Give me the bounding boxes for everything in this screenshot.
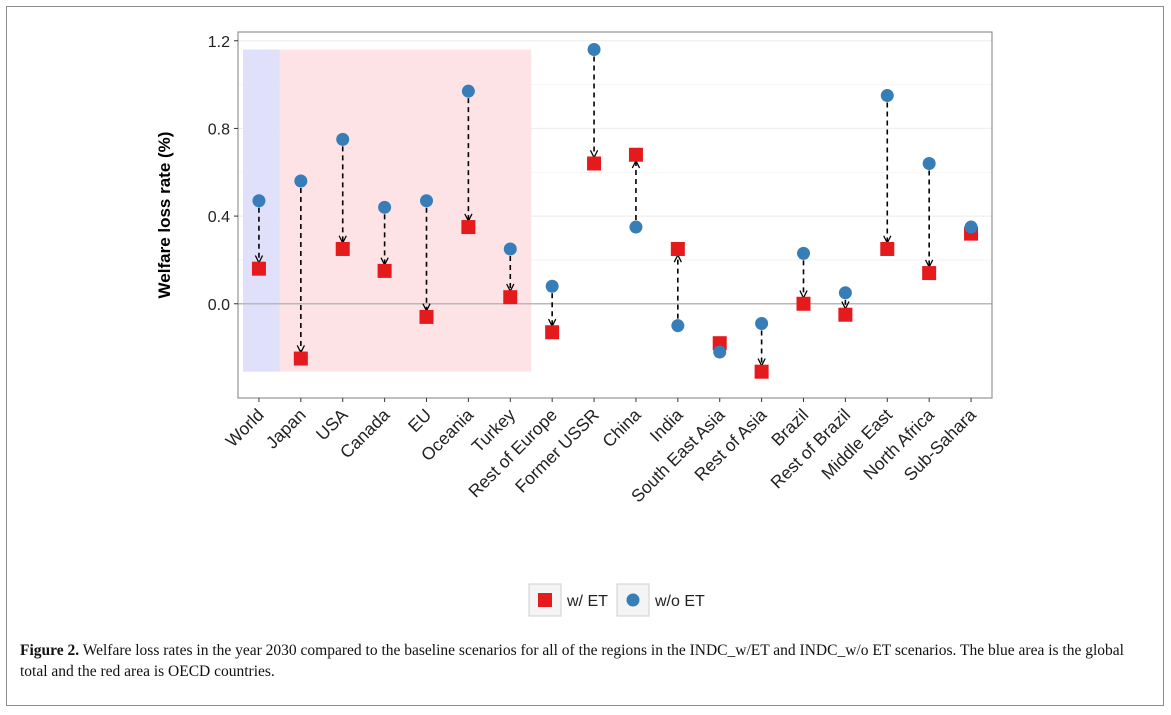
wo-et-point bbox=[294, 174, 308, 188]
w-et-point bbox=[838, 307, 853, 322]
wo-et-point bbox=[713, 345, 727, 359]
legend-label-wo-et: w/o ET bbox=[654, 593, 705, 610]
legend-key-wo-et bbox=[616, 583, 650, 617]
w-et-point bbox=[545, 325, 560, 340]
x-tick-label: China bbox=[598, 405, 645, 452]
w-et-point bbox=[461, 220, 476, 235]
wo-et-point bbox=[545, 279, 559, 293]
shaded-region bbox=[279, 49, 532, 372]
wo-et-point bbox=[671, 319, 685, 333]
wo-et-point bbox=[336, 132, 350, 146]
wo-et-point bbox=[420, 194, 433, 208]
wo-et-point bbox=[880, 89, 894, 103]
wo-et-point bbox=[378, 200, 392, 214]
wo-et-point bbox=[587, 43, 601, 57]
x-tick-label: Japan bbox=[262, 405, 310, 453]
w-et-point bbox=[796, 296, 811, 311]
legend: w/ ET w/o ET bbox=[528, 583, 705, 617]
legend-label-w-et: w/ ET bbox=[566, 593, 608, 610]
wo-et-point bbox=[797, 246, 810, 260]
wo-et-point bbox=[629, 220, 643, 234]
wo-et-point bbox=[503, 242, 517, 256]
wo-et-point bbox=[252, 194, 266, 208]
x-tick-label: EU bbox=[404, 405, 435, 436]
w-et-point bbox=[922, 266, 937, 281]
y-axis-title: Welfare loss rate (%) bbox=[155, 132, 174, 299]
legend-symbol-w-et bbox=[538, 593, 552, 607]
wo-et-point bbox=[922, 156, 936, 170]
w-et-point bbox=[587, 156, 602, 171]
w-et-point bbox=[293, 351, 308, 366]
figure-caption: Figure 2. Welfare loss rates in the year… bbox=[20, 640, 1150, 682]
w-et-point bbox=[754, 364, 769, 379]
shaded-region bbox=[243, 49, 280, 372]
y-tick-label: 1.2 bbox=[208, 34, 230, 51]
welfare-loss-chart: 0.0 0.4 0.8 1.2 Welfare loss rate (%) WorldJa… bbox=[155, 31, 993, 617]
w-et-point bbox=[377, 263, 392, 278]
y-tick-label: 0.8 bbox=[208, 121, 230, 138]
w-et-point bbox=[503, 290, 518, 305]
w-et-point bbox=[670, 241, 685, 256]
w-et-point bbox=[335, 241, 350, 256]
legend-symbol-wo-et bbox=[626, 593, 640, 607]
w-et-point bbox=[880, 241, 895, 256]
w-et-point bbox=[251, 261, 266, 276]
w-et-point bbox=[628, 147, 643, 162]
x-tick-label: World bbox=[222, 405, 268, 451]
y-tick-label: 0.0 bbox=[208, 297, 230, 314]
wo-et-point bbox=[461, 84, 475, 98]
caption-label: Figure 2. bbox=[20, 642, 80, 659]
wo-et-point bbox=[964, 220, 978, 234]
caption-text: Welfare loss rates in the year 2030 comp… bbox=[20, 642, 1124, 680]
wo-et-point bbox=[755, 316, 769, 330]
w-et-point bbox=[419, 309, 434, 324]
wo-et-point bbox=[838, 286, 852, 300]
plot-border bbox=[237, 31, 993, 399]
y-tick-label: 0.4 bbox=[208, 209, 230, 226]
